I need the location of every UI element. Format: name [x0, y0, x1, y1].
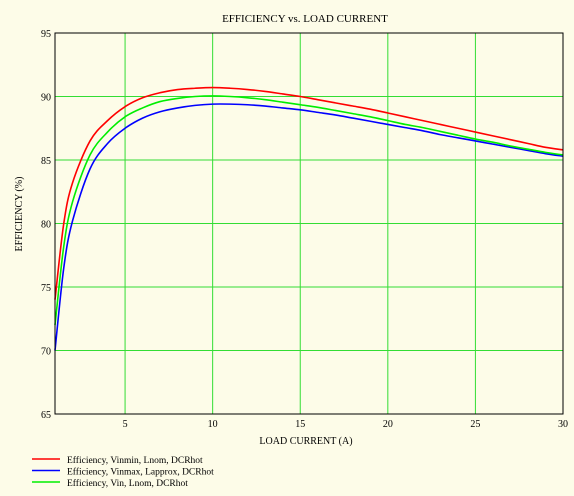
- plot-frame: [54, 32, 564, 415]
- tick-labels: 5 10 15 20 25 30 65 70 75 80 85 90 95: [41, 29, 568, 430]
- y-tick-label: 95: [41, 29, 51, 40]
- x-tick-label: 25: [470, 419, 480, 430]
- x-tick-label: 30: [558, 419, 568, 430]
- x-tick-label: 5: [123, 419, 128, 430]
- legend: Efficiency, Vinmin, Lnom, DCRhotEfficien…: [32, 455, 214, 489]
- x-axis-title: LOAD CURRENT (A): [259, 436, 352, 447]
- y-tick-label: 65: [41, 410, 51, 421]
- series-line-0: [54, 86, 564, 300]
- y-tick-label: 90: [41, 93, 51, 104]
- legend-label-0: Efficiency, Vinmin, Lnom, DCRhot: [67, 455, 203, 466]
- y-tick-label: 80: [41, 220, 51, 231]
- series-line-2: [54, 95, 564, 326]
- legend-label-1: Efficiency, Vinmax, Lapprox, DCRhot: [67, 467, 214, 478]
- plot-area: [54, 32, 564, 415]
- y-axis-title: EFFICIENCY (%): [14, 177, 25, 252]
- x-tick-label: 15: [295, 419, 305, 430]
- series-line-1: [54, 103, 564, 351]
- y-tick-label: 85: [41, 156, 51, 167]
- y-tick-label: 70: [41, 347, 51, 358]
- chart-title: EFFICIENCY vs. LOAD CURRENT: [222, 13, 388, 25]
- x-tick-label: 10: [208, 419, 218, 430]
- series-lines: [54, 86, 564, 351]
- legend-label-2: Efficiency, Vin, Lnom, DCRhot: [67, 478, 188, 489]
- x-tick-label: 20: [383, 419, 393, 430]
- y-tick-label: 75: [41, 283, 51, 294]
